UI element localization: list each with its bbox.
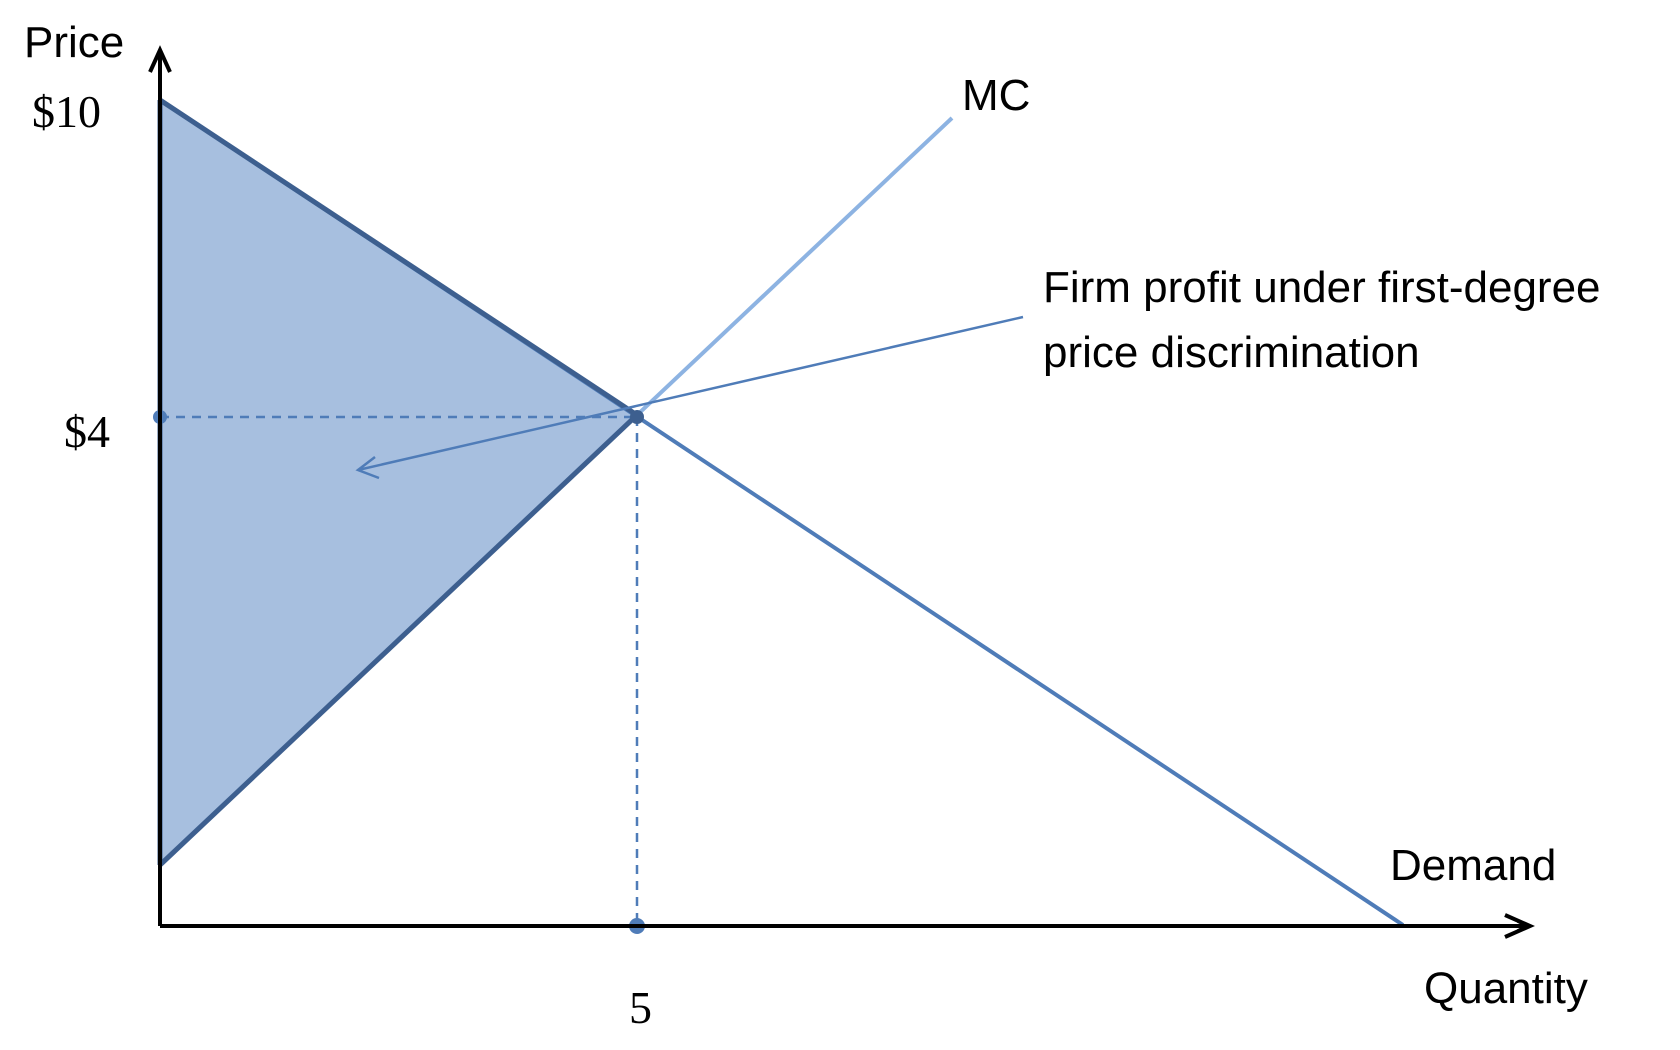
- equilibrium-point: [630, 410, 644, 424]
- y-tick-10: $10: [32, 86, 101, 137]
- annotation-line-1: Firm profit under first-degree: [1043, 263, 1601, 312]
- annotation-pointer-line: [357, 315, 1024, 472]
- x-axis-label: Quantity: [1424, 964, 1588, 1013]
- annotation-line-2: price discrimination: [1043, 328, 1420, 377]
- x-axis-arrowhead: [1504, 913, 1535, 939]
- y-tick-4: $4: [64, 406, 110, 457]
- profit-area-bottom-border: [158, 413, 639, 867]
- y-axis-label: Price: [24, 18, 124, 67]
- x-tick-5: 5: [629, 982, 652, 1033]
- demand-label: Demand: [1390, 841, 1556, 890]
- mc-label: MC: [962, 71, 1030, 120]
- firm-profit-area: [160, 100, 637, 865]
- annotation-arrowhead: [355, 456, 380, 480]
- profit-area-top-border: [158, 97, 639, 418]
- y-axis-arrowhead: [148, 45, 172, 73]
